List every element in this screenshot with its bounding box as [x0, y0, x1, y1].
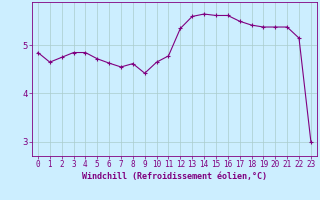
X-axis label: Windchill (Refroidissement éolien,°C): Windchill (Refroidissement éolien,°C) — [82, 172, 267, 181]
